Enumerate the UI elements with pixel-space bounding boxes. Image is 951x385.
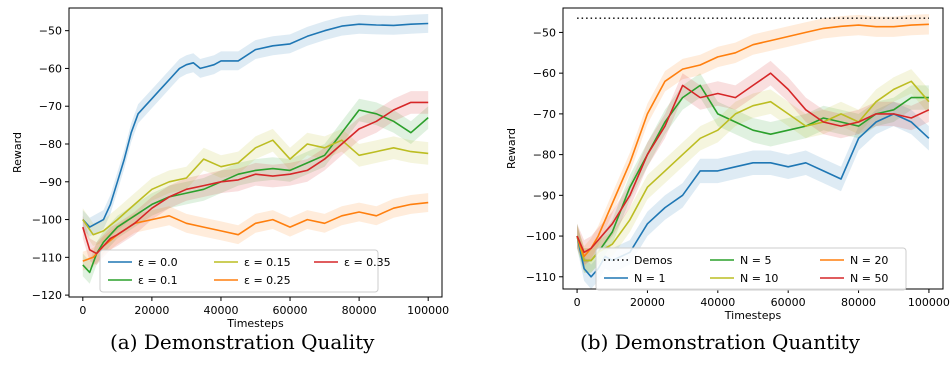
y-tick-label-90: −90 [39, 176, 62, 189]
y-tick-label-120: −120 [32, 289, 62, 302]
legend-label-demos: Demos [634, 254, 673, 267]
y-tick-label-110: −110 [32, 251, 62, 264]
legend-label-n-1: N = 1 [634, 272, 665, 285]
legend-label-0-35: ε = 0.35 [344, 256, 391, 269]
series-line-n-10 [576, 80, 930, 262]
plot-demonstration-quantity: 0 20000 40000 60000 80000 100000 −110 −100 −90 −8… [505, 7, 950, 322]
x-tick-label-60000: 60000 [273, 304, 308, 317]
y-tick-label-80: −80 [39, 138, 62, 151]
legend-label-n-10: N = 10 [740, 272, 778, 285]
x-axis-label-b: Timesteps [724, 309, 782, 322]
y-tick-label-50: −50 [39, 25, 62, 38]
x-tick-label-20000: 20000 [134, 304, 169, 317]
plot-demonstration-quality: 0 20000 40000 60000 80000 100000 −120 −110 −100 −… [11, 7, 449, 330]
y-tick-label-100: −100 [32, 214, 62, 227]
series-line-n-20 [576, 23, 929, 258]
y-tick-label-90: −90 [533, 189, 556, 202]
x-tick-label-100000: 100000 [908, 296, 950, 309]
line-layer-b [576, 17, 930, 278]
y-tick-label-50: −50 [533, 26, 556, 39]
band-layer-a [82, 14, 429, 284]
x-tick-label-100000: 100000 [407, 304, 449, 317]
y-tick-label-60: −60 [533, 67, 556, 80]
series-line-0-0 [82, 22, 429, 228]
y-tick-label-60: −60 [39, 62, 62, 75]
y-tick-label-70: −70 [533, 108, 556, 121]
y-axis-label-a: Reward [11, 132, 24, 173]
legend-b: Demos N = 1 N = 5 N = 10 N = 20 N = 50 [595, 247, 907, 291]
x-tick-label-80000: 80000 [841, 296, 876, 309]
series-line-n-5 [576, 84, 929, 262]
y-tick-label-110: −110 [526, 271, 556, 284]
legend-label-n-5: N = 5 [740, 254, 771, 267]
series-band-0-35 [82, 91, 429, 265]
x-axis-label-a: Timesteps [226, 317, 284, 330]
y-tick-label-80: −80 [533, 149, 556, 162]
series-band-n-50 [577, 60, 929, 265]
caption-demonstration-quantity: (b) Demonstration Quantity [580, 330, 860, 354]
legend-label-0-1: ε = 0.1 [138, 274, 178, 287]
legend-label-n-50: N = 50 [850, 272, 888, 285]
x-tick-label-40000: 40000 [700, 296, 735, 309]
x-tick-label-80000: 80000 [342, 304, 377, 317]
series-band-n-10 [577, 69, 929, 273]
x-tick-label-0: 0 [79, 304, 86, 317]
series-band-n-20 [577, 14, 929, 267]
series-line-0-1 [82, 109, 429, 274]
series-line-n-50 [576, 72, 930, 254]
legend-box-b [595, 247, 907, 291]
x-tick-label-60000: 60000 [771, 296, 806, 309]
y-axis-label-b: Reward [505, 128, 518, 169]
series-band-0-25 [82, 193, 429, 271]
x-tick-label-0: 0 [574, 296, 581, 309]
line-layer-a [82, 22, 429, 274]
x-tick-label-40000: 40000 [203, 304, 238, 317]
caption-demonstration-quality: (a) Demonstration Quality [110, 330, 375, 354]
y-tick-label-100: −100 [526, 230, 556, 243]
y-tick-label-70: −70 [39, 100, 62, 113]
legend-a: ε = 0.0 ε = 0.1 ε = 0.15 ε = 0.25 ε = 0.35 [99, 249, 391, 293]
series-band-0-15 [82, 128, 429, 246]
series-band-0-1 [82, 98, 429, 284]
series-band-0-0 [82, 14, 429, 237]
legend-label-0-0: ε = 0.0 [138, 256, 178, 269]
legend-label-0-15: ε = 0.15 [244, 256, 291, 269]
x-tick-label-20000: 20000 [630, 296, 665, 309]
series-line-0-15 [82, 139, 429, 236]
legend-label-0-25: ε = 0.25 [244, 274, 291, 287]
axes-frame-a [68, 7, 443, 298]
legend-box-a [99, 249, 379, 293]
series-line-0-35 [82, 101, 429, 255]
legend-label-n-20: N = 20 [850, 254, 888, 267]
